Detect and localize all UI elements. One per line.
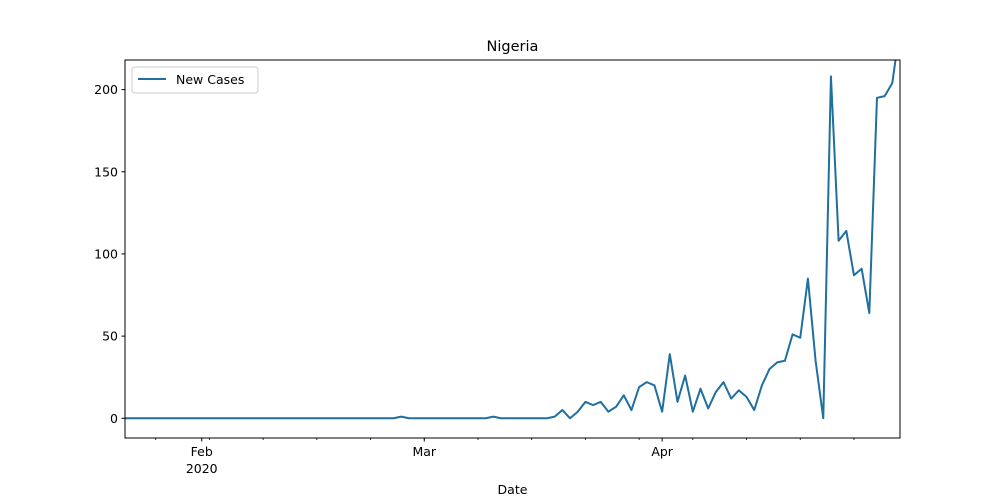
legend-box <box>131 66 259 94</box>
legend: New Cases <box>131 66 259 94</box>
plot-frame <box>124 59 901 439</box>
x-tick-label: Mar <box>412 444 436 459</box>
legend-label-new-cases: New Cases <box>176 72 244 87</box>
series-line-new-cases <box>125 60 897 420</box>
chart-title: Nigeria <box>487 39 539 55</box>
y-axis: 0 50 100 150 200 <box>94 82 125 426</box>
y-tick-label: 150 <box>94 164 118 179</box>
x-tick-sublabel: 2020 <box>186 461 218 476</box>
y-tick-label: 100 <box>94 246 118 261</box>
series-layer <box>125 60 897 420</box>
x-axis: Feb 2020 Mar Apr <box>155 438 855 476</box>
x-tick-label: Feb <box>191 444 213 459</box>
x-tick-label: Apr <box>651 444 673 459</box>
x-axis-label: Date <box>498 482 528 497</box>
y-tick-label: 200 <box>94 82 118 97</box>
y-tick-label: 50 <box>102 329 118 344</box>
y-tick-label: 0 <box>110 411 118 426</box>
